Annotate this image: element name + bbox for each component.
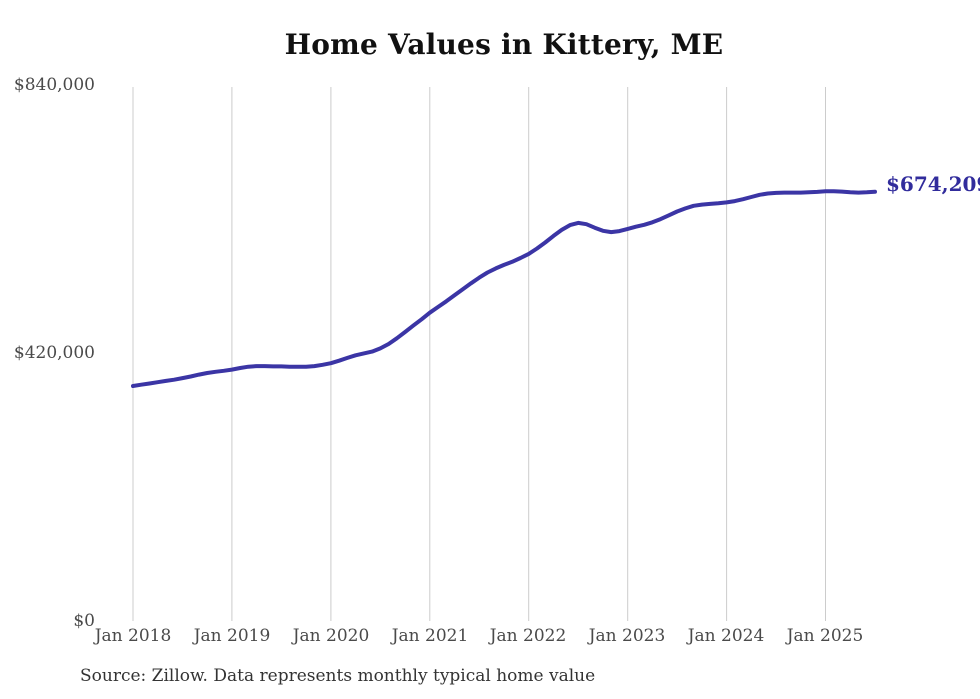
y-axis-tick-label-0: $0 [73, 611, 95, 631]
series-end-value-label: $674,209 [886, 172, 980, 196]
y-axis-tick-label-840k: $840,000 [13, 75, 95, 95]
x-axis-tick-label-2019: Jan 2019 [193, 626, 271, 646]
x-axis-tick-label-2018: Jan 2018 [94, 626, 172, 646]
home-value-series-line [131, 189, 877, 388]
x-axis-tick-label-2021: Jan 2021 [391, 626, 469, 646]
x-axis-tick-label-2022: Jan 2022 [489, 626, 567, 646]
x-axis-tick-label-2023: Jan 2023 [588, 626, 666, 646]
chart-title: Home Values in Kittery, ME [284, 28, 724, 61]
x-axis-tick-label-2024: Jan 2024 [687, 626, 765, 646]
x-axis-tick-label-2025: Jan 2025 [786, 626, 864, 646]
y-axis-tick-label-420k: $420,000 [13, 343, 95, 363]
x-axis-tick-label-2020: Jan 2020 [292, 626, 370, 646]
source-note: Source: Zillow. Data represents monthly … [80, 666, 596, 686]
